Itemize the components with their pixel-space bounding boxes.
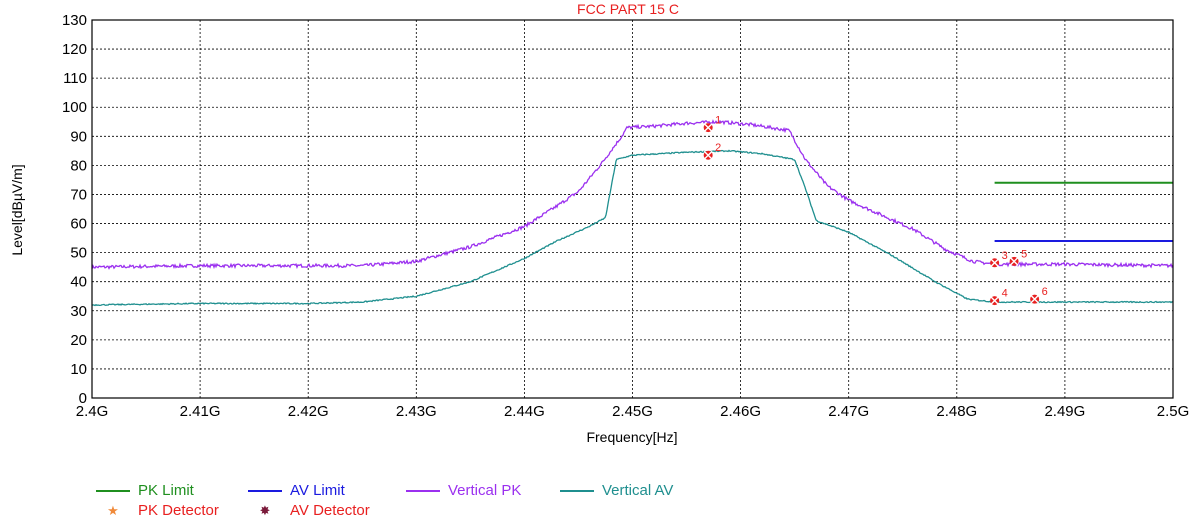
- x-tick-label: 2.5G: [1157, 403, 1190, 420]
- y-tick-label: 100: [62, 99, 87, 116]
- y-tick-label: 120: [62, 41, 87, 58]
- x-tick-label: 2.46G: [720, 403, 761, 420]
- marker-label: 6: [1042, 286, 1048, 298]
- legend-item-av-limit: AV Limit: [248, 482, 345, 499]
- x-axis-label: Frequency[Hz]: [586, 429, 677, 445]
- x-tick-labels: 2.4G 2.41G 2.42G 2.43G 2.44G 2.45G 2.46G 2.47G 2…: [76, 403, 1190, 420]
- y-tick-label: 0: [79, 390, 87, 407]
- marker-4: 4: [990, 288, 1008, 306]
- detector-markers: 1 2 3 4 5 6: [703, 115, 1048, 306]
- x-tick-label: 2.42G: [288, 403, 329, 420]
- y-axis-label: Level[dBµV/m]: [9, 164, 25, 255]
- y-tick-label: 130: [62, 12, 87, 29]
- y-tick-label: 70: [70, 186, 87, 203]
- x-tick-label: 2.48G: [936, 403, 977, 420]
- x-tick-label: 2.49G: [1044, 403, 1085, 420]
- marker-label: 5: [1021, 248, 1027, 260]
- marker-6: 6: [1030, 286, 1048, 304]
- legend-label-vertical-pk: Vertical PK: [448, 482, 522, 499]
- marker-cross: [1030, 294, 1040, 304]
- x-tick-label: 2.44G: [504, 403, 545, 420]
- y-tick-label: 90: [70, 128, 87, 145]
- x-tick-label: 2.41G: [180, 403, 221, 420]
- legend-item-vertical-av: Vertical AV: [560, 482, 673, 499]
- x-tick-label: 2.47G: [828, 403, 869, 420]
- y-tick-label: 10: [70, 361, 87, 378]
- legend-item-pk-limit: PK Limit: [96, 482, 194, 499]
- legend-item-pk-detector: ★ PK Detector: [96, 502, 219, 519]
- y-tick-label: 30: [70, 303, 87, 320]
- legend-label-av-limit: AV Limit: [290, 482, 345, 499]
- y-tick-label: 40: [70, 274, 87, 291]
- marker-cross: [990, 296, 1000, 306]
- marker-2: 2: [703, 142, 721, 160]
- y-tick-labels: 0 10 20 30 40 50 60 70 80 90 100 110 120 130: [62, 12, 87, 407]
- marker-cross: [990, 258, 1000, 268]
- y-tick-label: 60: [70, 216, 87, 233]
- legend-label-pk-detector: PK Detector: [138, 502, 219, 519]
- asterisk-icon: ✸: [259, 502, 271, 518]
- marker-label: 4: [1002, 288, 1008, 300]
- legend-swatch-vertical-av: [560, 489, 594, 492]
- legend-label-av-detector: AV Detector: [290, 502, 370, 519]
- marker-5: 5: [1009, 248, 1027, 266]
- legend-item-av-detector: ✸ AV Detector: [248, 502, 370, 519]
- marker-label: 1: [715, 115, 721, 127]
- x-tick-label: 2.4G: [76, 403, 109, 420]
- legend-swatch-av-limit: [248, 489, 282, 492]
- legend-swatch-vertical-pk: [406, 489, 440, 492]
- legend-label-vertical-av: Vertical AV: [602, 482, 674, 499]
- marker-cross: [703, 150, 713, 160]
- x-tick-label: 2.45G: [612, 403, 653, 420]
- marker-cross: [703, 123, 713, 133]
- marker-label: 3: [1002, 250, 1008, 262]
- legend-item-vertical-pk: Vertical PK: [406, 482, 521, 499]
- marker-label: 2: [715, 142, 721, 154]
- legend-swatch-pk-limit: [96, 489, 130, 492]
- y-tick-label: 20: [70, 332, 87, 349]
- marker-3: 3: [990, 250, 1008, 268]
- plot-frame: [91, 19, 1174, 399]
- chart-title: FCC PART 15 C: [577, 1, 679, 17]
- y-tick-label: 110: [63, 70, 87, 87]
- star-icon: ★: [107, 502, 119, 518]
- marker-1: 1: [703, 115, 721, 133]
- legend: PK Limit AV Limit Vertical PK Vertical A…: [96, 482, 796, 522]
- x-tick-label: 2.43G: [396, 403, 437, 420]
- legend-label-pk-limit: PK Limit: [138, 482, 194, 499]
- y-tick-label: 80: [70, 157, 87, 174]
- emission-chart: FCC PART 15 C 0 10 20 30 40 50 60 70 80 90 100 110 1…: [9, 1, 1190, 445]
- grid: [92, 20, 1173, 398]
- y-tick-label: 50: [70, 245, 87, 262]
- marker-cross: [1009, 256, 1019, 266]
